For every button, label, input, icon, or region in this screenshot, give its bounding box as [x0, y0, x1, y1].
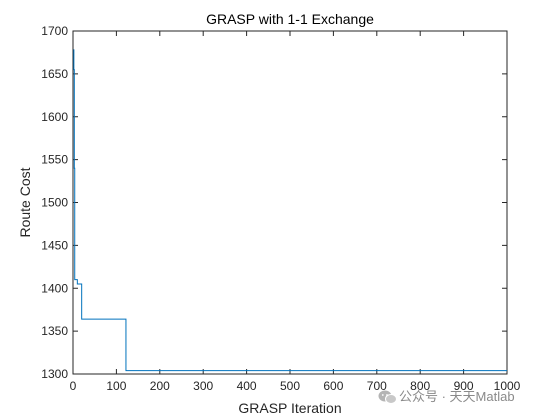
x-tick-label: 900 — [454, 379, 474, 393]
x-tick-label: 200 — [150, 379, 170, 393]
x-tick-label: 800 — [410, 379, 430, 393]
axes-box — [72, 30, 508, 375]
y-axis-ticks: 1300 1350 1400 1450 1500 1550 1600 1650 1700 — [41, 24, 507, 381]
x-tick-label: 600 — [323, 379, 343, 393]
x-axis-ticks: 0 100 200 300 400 500 600 700 800 900 1000 — [70, 31, 521, 393]
x-tick-label: 500 — [280, 379, 300, 393]
y-tick-label: 1600 — [41, 110, 68, 124]
y-tick-label: 1550 — [41, 153, 68, 167]
y-tick-label: 1350 — [41, 324, 68, 338]
y-axis-label: Route Cost — [17, 167, 33, 237]
wechat-icon — [378, 390, 397, 404]
y-tick-label: 1650 — [41, 67, 68, 81]
y-tick-label: 1700 — [41, 24, 68, 38]
x-axis-label: GRASP Iteration — [238, 400, 341, 416]
chart-title: GRASP with 1-1 Exchange — [206, 11, 374, 27]
x-tick-label: 1000 — [494, 379, 521, 393]
x-tick-label: 400 — [237, 379, 257, 393]
x-tick-label: 0 — [70, 379, 77, 393]
series-line-0 — [73, 49, 507, 372]
y-tick-label: 1500 — [41, 196, 68, 210]
x-tick-label: 300 — [193, 379, 213, 393]
watermark-text: 公众号 · 天天Matlab — [399, 389, 515, 404]
x-tick-label: 100 — [106, 379, 126, 393]
series-layer — [73, 49, 507, 372]
y-tick-label: 1300 — [41, 367, 68, 381]
x-tick-label: 700 — [367, 379, 387, 393]
y-tick-label: 1400 — [41, 281, 68, 295]
watermark: 公众号 · 天天Matlab — [378, 389, 515, 404]
y-tick-label: 1450 — [41, 238, 68, 252]
